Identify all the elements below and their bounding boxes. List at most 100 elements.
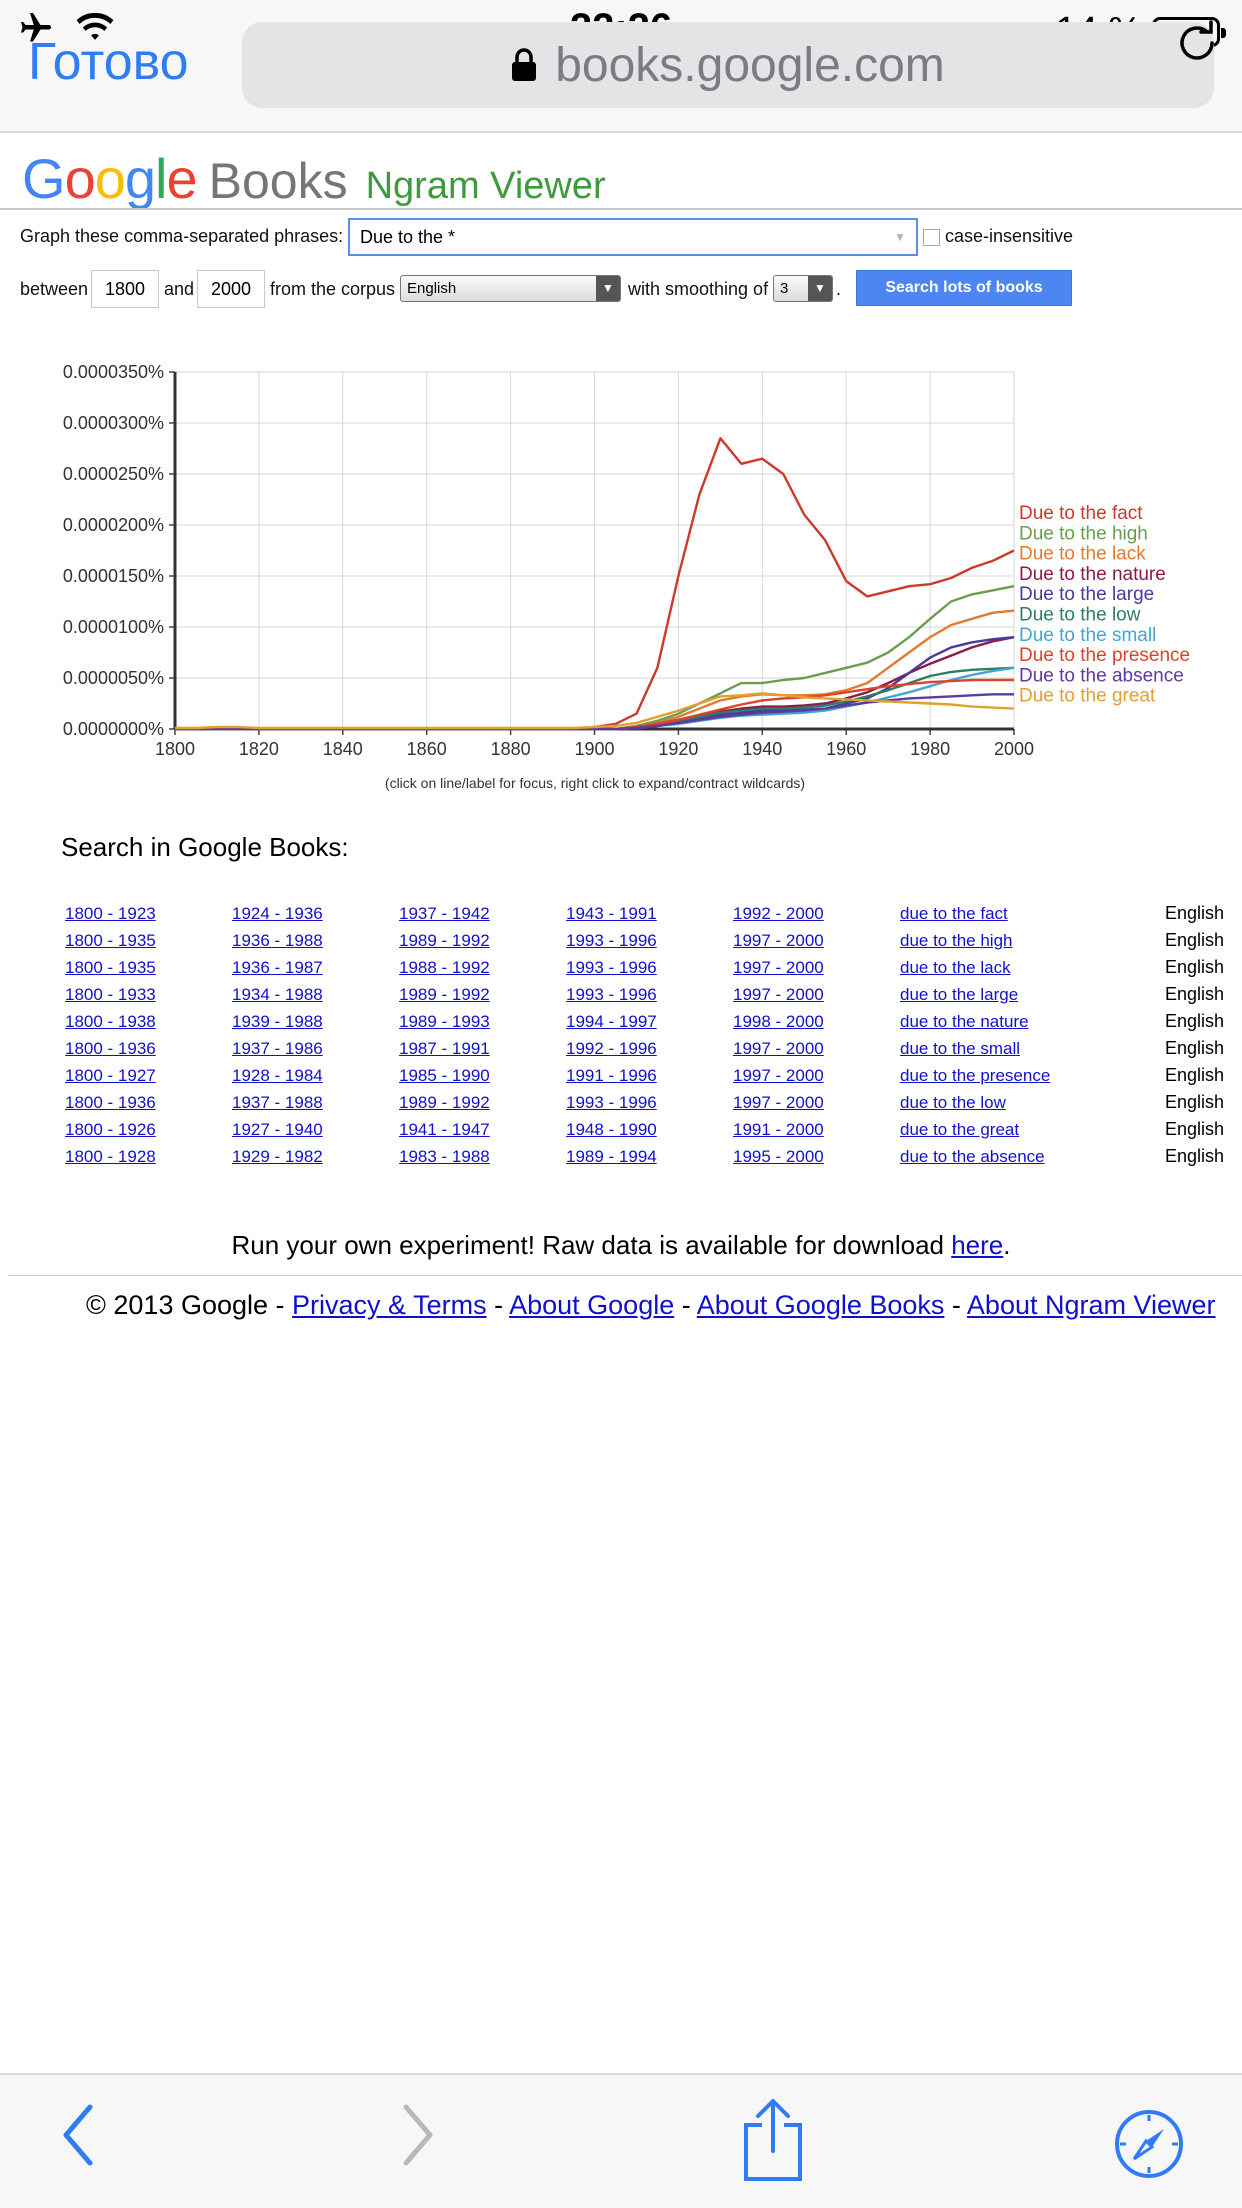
year-range-link[interactable]: 1800 - 1938 <box>65 1011 156 1031</box>
google-logo[interactable]: Google <box>22 146 198 211</box>
year-range-link[interactable]: 1983 - 1988 <box>399 1146 490 1166</box>
year-range-link[interactable]: 1988 - 1992 <box>399 957 490 977</box>
about-ngram-link[interactable]: About Ngram Viewer <box>966 1290 1216 1320</box>
about-google-link[interactable]: About Google <box>509 1290 675 1320</box>
year-range-link[interactable]: 1800 - 1923 <box>65 903 156 923</box>
year-range-link[interactable]: 1991 - 2000 <box>733 1119 824 1139</box>
series-label[interactable]: Due to the presence <box>1019 645 1190 666</box>
year-range-link[interactable]: 1997 - 2000 <box>733 1092 824 1112</box>
compass-icon[interactable] <box>1114 2109 1184 2179</box>
corpus-select[interactable]: English ▼ <box>400 275 621 302</box>
phrase-link[interactable]: due to the fact <box>900 903 1008 923</box>
year-range-link[interactable]: 1800 - 1936 <box>65 1038 156 1058</box>
year-range-link[interactable]: 1993 - 1996 <box>566 1092 657 1112</box>
ngram-header: Google Books Ngram Viewer <box>22 146 606 211</box>
series-label[interactable]: Due to the small <box>1019 625 1156 646</box>
year-range-link[interactable]: 1997 - 2000 <box>733 957 824 977</box>
year-range-link[interactable]: 1997 - 2000 <box>733 1065 824 1085</box>
year-range-link[interactable]: 1928 - 1984 <box>232 1065 323 1085</box>
end-year-input[interactable]: 2000 <box>197 270 265 308</box>
privacy-terms-link[interactable]: Privacy & Terms <box>292 1290 487 1320</box>
phrase-link[interactable]: due to the high <box>900 930 1013 950</box>
year-range-link[interactable]: 1937 - 1988 <box>232 1092 323 1112</box>
case-insensitive-checkbox[interactable] <box>923 229 940 246</box>
year-range-link[interactable]: 1936 - 1987 <box>232 957 323 977</box>
phrase-link[interactable]: due to the presence <box>900 1065 1051 1085</box>
phrase-link[interactable]: due to the nature <box>900 1011 1029 1031</box>
year-range-link[interactable]: 1800 - 1926 <box>65 1119 156 1139</box>
year-range-link[interactable]: 1989 - 1992 <box>399 984 490 1004</box>
year-range-link[interactable]: 1934 - 1988 <box>232 984 323 1004</box>
year-range-link[interactable]: 1800 - 1935 <box>65 957 156 977</box>
year-range-link[interactable]: 1992 - 2000 <box>733 903 824 923</box>
phrase-link[interactable]: due to the large <box>900 984 1019 1004</box>
year-range-link[interactable]: 1991 - 1996 <box>566 1065 657 1085</box>
year-range-link[interactable]: 1924 - 1936 <box>232 903 323 923</box>
search-button[interactable]: Search lots of books <box>856 270 1072 306</box>
series-label[interactable]: Due to the large <box>1019 584 1154 605</box>
year-range-link[interactable]: 1989 - 1994 <box>566 1146 657 1166</box>
year-range-link[interactable]: 1997 - 2000 <box>733 930 824 950</box>
year-range-cell: 1948 - 1990 <box>561 1116 728 1143</box>
year-range-link[interactable]: 1943 - 1991 <box>566 903 657 923</box>
series-label[interactable]: Due to the low <box>1019 605 1141 626</box>
forward-icon[interactable] <box>398 2095 438 2175</box>
phrase-link[interactable]: due to the absence <box>900 1146 1045 1166</box>
year-range-link[interactable]: 1800 - 1935 <box>65 930 156 950</box>
year-range-link[interactable]: 1985 - 1990 <box>399 1065 490 1085</box>
year-range-link[interactable]: 1987 - 1991 <box>399 1038 490 1058</box>
year-range-link[interactable]: 1989 - 1992 <box>399 1092 490 1112</box>
year-range-link[interactable]: 1936 - 1988 <box>232 930 323 950</box>
series-label[interactable]: Due to the great <box>1019 686 1156 707</box>
done-button[interactable]: Готово <box>28 33 189 91</box>
input-dropdown-icon[interactable]: ▼ <box>894 230 906 244</box>
phrases-input[interactable]: Due to the * ▼ <box>348 218 918 256</box>
smoothing-select[interactable]: 3 ▼ <box>773 275 833 302</box>
books-logo-text[interactable]: Books <box>208 153 348 209</box>
year-range-link[interactable]: 1939 - 1988 <box>232 1011 323 1031</box>
x-tick-label: 1980 <box>910 739 950 759</box>
year-range-link[interactable]: 1993 - 1996 <box>566 984 657 1004</box>
series-label[interactable]: Due to the fact <box>1019 503 1143 524</box>
series-label[interactable]: Due to the nature <box>1019 564 1166 585</box>
phrase-link[interactable]: due to the great <box>900 1119 1020 1139</box>
ngram-chart[interactable]: 1800 1820 1840 1860 1880 1900 1920 1940 1960 1980… <box>0 352 1242 772</box>
year-range-link[interactable]: 1989 - 1992 <box>399 930 490 950</box>
year-range-link[interactable]: 1941 - 1947 <box>399 1119 490 1139</box>
phrase-link[interactable]: due to the lack <box>900 957 1011 977</box>
year-range-link[interactable]: 1993 - 1996 <box>566 957 657 977</box>
phrase-link[interactable]: due to the low <box>900 1092 1006 1112</box>
year-range-link[interactable]: 1800 - 1933 <box>65 984 156 1004</box>
year-range-link[interactable]: 1989 - 1993 <box>399 1011 490 1031</box>
year-range-link[interactable]: 1800 - 1936 <box>65 1092 156 1112</box>
year-range-link[interactable]: 1993 - 1996 <box>566 930 657 950</box>
year-range-link[interactable]: 1997 - 2000 <box>733 984 824 1004</box>
year-range-link[interactable]: 1937 - 1942 <box>399 903 490 923</box>
back-icon[interactable] <box>58 2095 98 2175</box>
year-range-link[interactable]: 1998 - 2000 <box>733 1011 824 1031</box>
year-range-link[interactable]: 1992 - 1996 <box>566 1038 657 1058</box>
series-label[interactable]: Due to the lack <box>1019 544 1146 565</box>
download-here-link[interactable]: here <box>951 1230 1004 1260</box>
language-cell: English <box>1165 903 1225 923</box>
share-icon[interactable] <box>742 2099 804 2181</box>
series-label[interactable]: Due to the high <box>1019 523 1148 544</box>
year-range-link[interactable]: 1929 - 1982 <box>232 1146 323 1166</box>
reload-icon[interactable] <box>1172 18 1222 68</box>
year-range-cell: 1989 - 1992 <box>394 1089 561 1116</box>
start-year-input[interactable]: 1800 <box>91 270 159 308</box>
year-range-link[interactable]: 1997 - 2000 <box>733 1038 824 1058</box>
year-range-link[interactable]: 1800 - 1928 <box>65 1146 156 1166</box>
about-google-books-link[interactable]: About Google Books <box>696 1290 945 1320</box>
year-range-link[interactable]: 1927 - 1940 <box>232 1119 323 1139</box>
phrase-link[interactable]: due to the small <box>900 1038 1021 1058</box>
year-range-link[interactable]: 1994 - 1997 <box>566 1011 657 1031</box>
series-line[interactable] <box>175 692 1015 730</box>
year-range-link[interactable]: 1800 - 1927 <box>65 1065 156 1085</box>
year-range-link[interactable]: 1948 - 1990 <box>566 1119 657 1139</box>
year-range-link[interactable]: 1937 - 1986 <box>232 1038 323 1058</box>
year-range-link[interactable]: 1995 - 2000 <box>733 1146 824 1166</box>
series-label[interactable]: Due to the absence <box>1019 665 1184 686</box>
language-cell: English <box>1165 1038 1225 1058</box>
address-bar[interactable]: books.google.com <box>242 22 1214 108</box>
